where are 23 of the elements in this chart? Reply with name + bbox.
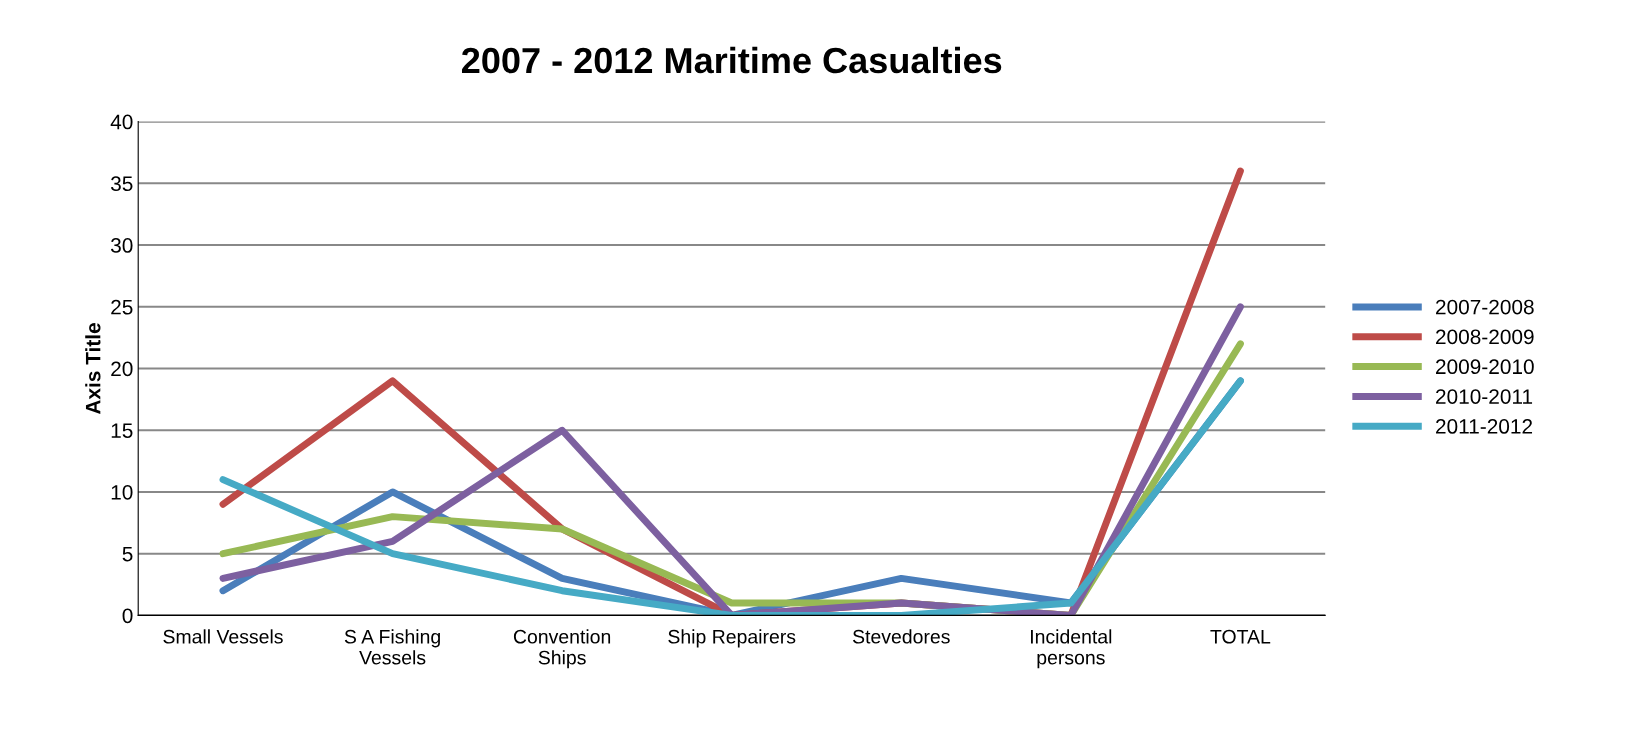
chart-title: 2007 - 2012 Maritime Casualties	[461, 46, 1002, 74]
y-tick-label: 20	[111, 361, 133, 377]
y-tick-label: 25	[111, 299, 133, 315]
legend-label: 2008-2009	[1436, 329, 1534, 345]
x-tick-label: Small Vessels	[163, 629, 283, 644]
y-tick-label: 5	[122, 546, 133, 562]
legend-label: 2007-2008	[1436, 299, 1534, 315]
legend-label: 2009-2010	[1436, 359, 1534, 375]
y-axis-title: Axis Title	[85, 323, 101, 415]
x-tick-label: S A Fishing Vessels	[344, 629, 440, 665]
x-tick-label: Incidental persons	[1031, 629, 1112, 669]
x-tick-label: Ship Repairers	[668, 629, 796, 648]
y-tick-label: 40	[110, 114, 133, 130]
y-tick-label: 35	[110, 176, 133, 192]
x-tick-label: TOTAL	[1210, 629, 1271, 644]
y-tick-label: 30	[110, 238, 133, 253]
y-tick-label: 10	[111, 484, 133, 500]
x-tick-label: Stevedores	[852, 629, 950, 644]
y-tick-label: 0	[122, 608, 133, 624]
y-tick-label: 15	[111, 423, 133, 438]
legend-label: 2011-2012	[1436, 419, 1533, 434]
x-tick-label: Convention Ships	[513, 629, 611, 669]
legend-label: 2010-2011	[1436, 389, 1533, 404]
